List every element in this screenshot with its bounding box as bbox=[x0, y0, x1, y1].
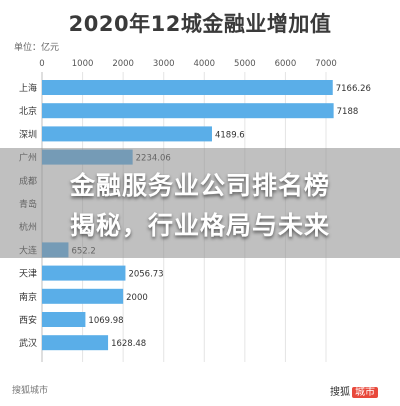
x-tick-label: 0 bbox=[39, 59, 44, 69]
data-label: 2056.73 bbox=[128, 270, 163, 280]
data-label: 2000 bbox=[126, 293, 148, 303]
x-tick-label: 1000 bbox=[72, 59, 94, 69]
headline-line-2: 揭秘，行业格局与未来 bbox=[69, 211, 330, 240]
bar bbox=[42, 126, 212, 142]
headline-overlay bbox=[0, 148, 400, 258]
bar bbox=[42, 312, 86, 327]
bar bbox=[42, 288, 124, 304]
logo-text: 搜狐 bbox=[330, 387, 350, 398]
x-tick-label: 5000 bbox=[234, 59, 256, 69]
category-label: 武汉 bbox=[19, 337, 37, 349]
data-label: 1628.48 bbox=[111, 339, 146, 349]
category-label: 西安 bbox=[19, 314, 37, 326]
data-label: 7188 bbox=[337, 107, 359, 117]
category-label: 深圳 bbox=[19, 129, 37, 140]
unit-label: 单位：亿元 bbox=[14, 43, 60, 53]
source-label: 搜狐城市 bbox=[12, 386, 49, 396]
x-tick-label: 6000 bbox=[275, 59, 297, 69]
data-label: 4189.6 bbox=[215, 130, 245, 140]
x-tick-label: 2000 bbox=[112, 59, 134, 69]
category-label: 南京 bbox=[19, 291, 37, 303]
category-label: 天津 bbox=[19, 269, 37, 280]
x-tick-label: 4000 bbox=[193, 59, 215, 69]
headline-line-1: 金融服务业公司排名榜 bbox=[69, 171, 330, 200]
chart-title: 2020年12城金融业增加值 bbox=[68, 12, 332, 36]
data-label: 1069.98 bbox=[88, 316, 123, 326]
logo-accent: 城市 bbox=[352, 387, 378, 398]
bar bbox=[42, 335, 109, 351]
bar bbox=[42, 265, 126, 281]
bar bbox=[42, 80, 333, 95]
data-label: 7166.26 bbox=[336, 84, 371, 94]
brand-logo: 搜狐 城市 bbox=[330, 383, 378, 398]
category-label: 北京 bbox=[19, 105, 37, 117]
x-tick-label: 7000 bbox=[315, 59, 337, 69]
category-label: 上海 bbox=[19, 82, 37, 94]
x-tick-label: 3000 bbox=[153, 59, 175, 69]
bar bbox=[42, 103, 334, 119]
